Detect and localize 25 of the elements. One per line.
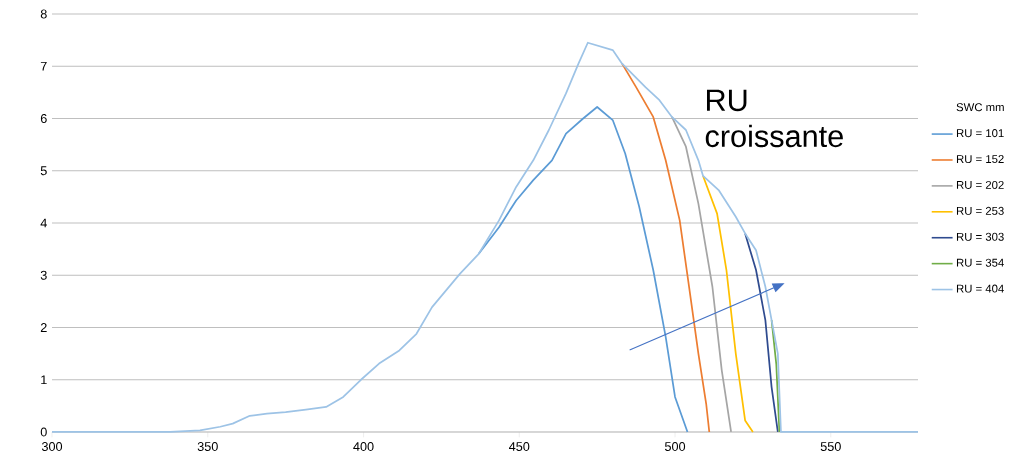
y-tick-label: 5 (40, 166, 47, 176)
legend-title: SWC mm (956, 103, 1004, 112)
annotation: RU croissante (705, 89, 843, 148)
y-tick-label: 4 (40, 218, 47, 228)
legend-label: RU = 253 (956, 206, 1004, 215)
legend-label: RU = 152 (956, 155, 1004, 164)
x-tick-label: 500 (664, 442, 686, 451)
y-tick-label: 2 (40, 323, 47, 332)
y-tick-label: 6 (40, 114, 47, 123)
y-tick-label: 1 (41, 375, 47, 385)
x-tick-label: 550 (820, 442, 841, 451)
x-tick-label: 350 (197, 442, 218, 451)
legend-label: RU = 404 (956, 284, 1004, 293)
legend-label: RU = 202 (956, 180, 1004, 189)
line-series (702, 175, 754, 433)
y-tick-label: 0 (40, 427, 47, 437)
y-tick-label: 7 (40, 61, 47, 71)
x-tick-label: 300 (41, 442, 63, 451)
y-tick-label: 8 (40, 9, 47, 19)
y-tick-label: 3 (40, 270, 47, 280)
legend-label: RU = 303 (956, 232, 1004, 241)
x-tick-label: 450 (509, 442, 530, 451)
legend-label: RU = 354 (956, 258, 1004, 267)
x-tick-label: 400 (353, 442, 374, 451)
legend-label: RU = 101 (956, 129, 1004, 138)
